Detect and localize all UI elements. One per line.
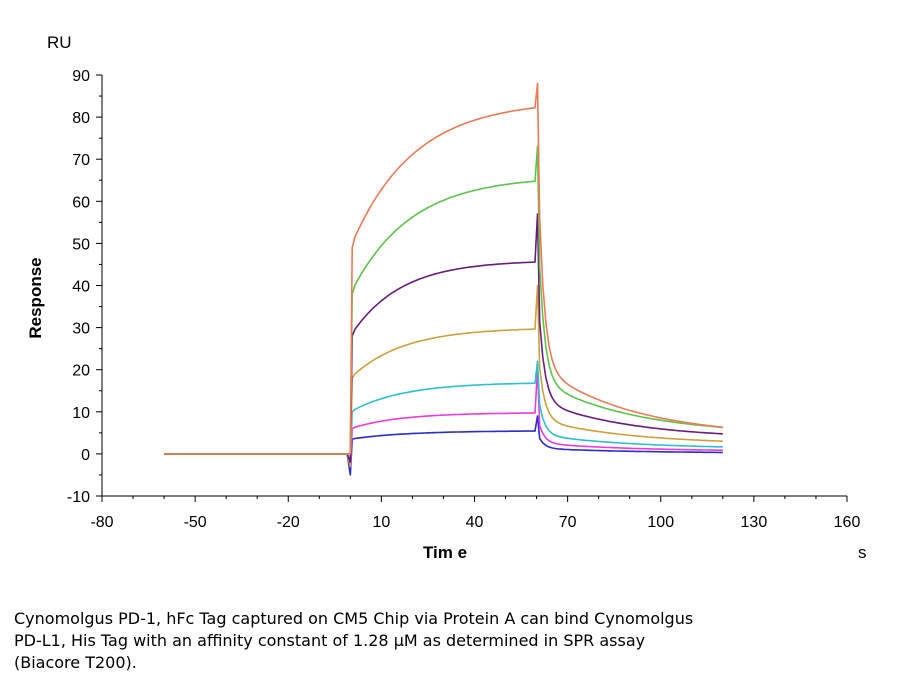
x-unit-label: s (858, 543, 867, 562)
y-tick-label: 80 (72, 110, 90, 127)
y-unit-label: RU (47, 33, 72, 52)
y-tick-label: 70 (72, 152, 90, 169)
y-tick-label: 60 (72, 194, 90, 211)
series-group (164, 82, 723, 476)
ticks-group: -10 0 10 20 30 40 50 60 70 80 90 -80 -50 -20 10 40 70 100… (67, 68, 861, 531)
y-tick-label: 10 (72, 405, 90, 422)
figure-caption: Cynomolgus PD-1, hFc Tag captured on CM5… (14, 608, 814, 674)
series-line-7 (164, 415, 723, 476)
x-tick-label: 10 (372, 514, 390, 531)
y-tick-label: 30 (72, 321, 90, 338)
series-line-5 (164, 360, 723, 464)
y-tick-label: 40 (72, 279, 90, 296)
x-tick-label: -80 (90, 514, 113, 531)
y-tick-label: 50 (72, 236, 90, 253)
series-line-2 (164, 145, 723, 455)
caption-line-2: PD-L1, His Tag with an affinity constant… (14, 631, 646, 650)
x-axis-title: Tim e (423, 543, 467, 562)
y-tick-label: 90 (72, 68, 90, 85)
x-tick-label: -20 (277, 514, 300, 531)
y-tick-label: 20 (72, 363, 90, 380)
x-tick-label: -50 (184, 514, 207, 531)
caption-line-3: (Biacore T200). (14, 653, 137, 672)
y-axis-title: Response (26, 257, 45, 338)
y-tick-label: 0 (81, 447, 90, 464)
caption-line-1: Cynomolgus PD-1, hFc Tag captured on CM5… (14, 609, 694, 628)
x-tick-label: 70 (559, 514, 577, 531)
axes-group (101, 75, 847, 497)
series-line-1 (164, 82, 723, 455)
x-tick-label: 160 (834, 514, 861, 531)
x-tick-label: 130 (741, 514, 768, 531)
series-line-4 (164, 284, 723, 468)
x-tick-label: 40 (466, 514, 484, 531)
y-tick-label: -10 (67, 489, 90, 506)
x-tick-label: 100 (647, 514, 674, 531)
spr-sensorgram-chart: -10 0 10 20 30 40 50 60 70 80 90 -80 -50 -20 10 40 70 100… (26, 33, 867, 562)
series-line-3 (164, 213, 723, 464)
